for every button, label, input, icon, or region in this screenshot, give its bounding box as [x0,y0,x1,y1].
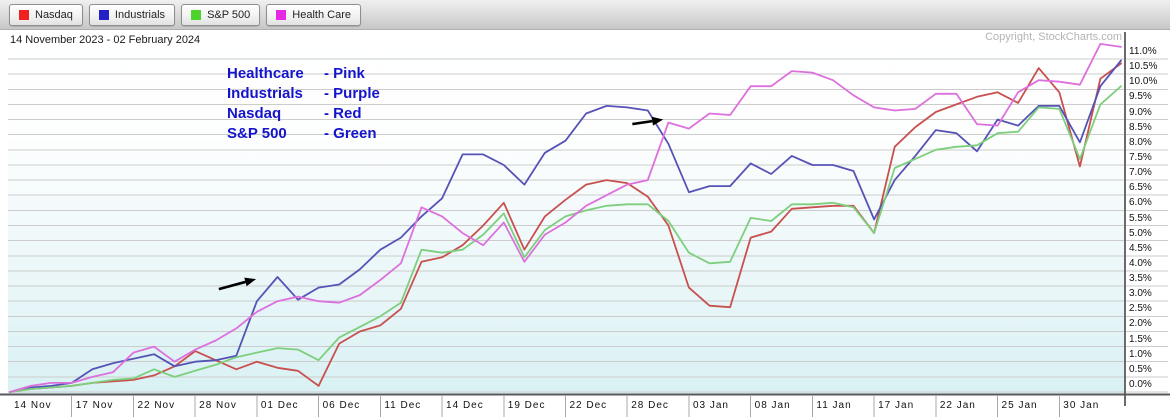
x-axis-tick-label: 22 Jan [939,400,976,411]
annotation-legend-text: Healthcare - Pink Industrials - Purple Nasda… [227,64,380,144]
x-axis-tick-label: 14 Nov [14,400,52,411]
y-axis-tick-label: 8.5% [1129,121,1152,133]
legend-toolbar: Nasdaq Industrials S&P 500 Health Care [0,0,1170,30]
series-line-industrials [9,59,1122,393]
x-axis-tick-label: 03 Jan [692,400,729,411]
annotation-series-color: - Red [324,105,362,122]
annotation-series-name: S&P 500 [227,125,287,142]
annotation-series-color: - Green [324,125,377,142]
legend-button-label: Health Care [292,8,351,21]
y-axis-tick-label: 8.0% [1129,136,1152,148]
annotation-line: Industrials - Purple [227,84,380,104]
x-axis-tick-label: 11 Jan [816,400,852,411]
annotation-arrowhead [244,277,257,287]
legend-button-label: Nasdaq [35,8,73,21]
x-axis-tick-label: 14 Dec [446,400,484,411]
annotation-series-name: Healthcare [227,65,304,82]
y-axis-tick-label: 3.0% [1129,288,1152,300]
y-axis-tick-label: 4.0% [1129,257,1152,269]
annotation-arrow [632,119,653,126]
y-axis-tick-label: 11.0% [1129,46,1157,57]
y-axis-tick-label: 2.5% [1129,303,1152,315]
annotation-series-color: - Purple [324,85,380,102]
x-axis-tick-label: 22 Nov [137,400,176,411]
x-axis-tick-label: 19 Dec [507,400,546,411]
series-line-nasdaq [9,62,1122,393]
x-axis-tick-label: 30 Jan [1063,400,1100,411]
x-axis-tick-label: 25 Jan [1001,400,1038,411]
y-axis-tick-label: 9.0% [1129,106,1152,118]
legend-swatch [191,9,202,20]
legend-button-nasdaq[interactable]: Nasdaq [9,3,83,26]
plot-area [8,30,1125,394]
y-axis-tick-label: 1.5% [1129,333,1152,345]
annotation-series-name: Industrials [227,85,303,102]
copyright-label: Copyright, StockCharts.com [985,31,1122,43]
y-axis-tick-label: 4.5% [1129,242,1152,254]
legend-swatch [276,9,287,20]
legend-button-label: Industrials [114,8,166,21]
y-axis-tick-label: 10.5% [1129,61,1158,73]
annotation-series-name: Nasdaq [227,105,282,122]
legend-button-health-care[interactable]: Health Care [266,3,361,26]
legend-swatch [19,9,29,20]
y-axis-tick-label: 10.0% [1129,76,1158,88]
y-axis-tick-label: 6.5% [1129,182,1152,194]
legend-button-label: S&P 500 [207,8,251,21]
y-axis-tick-label: 5.5% [1129,212,1152,224]
y-axis-tick-label: 0.5% [1129,363,1152,375]
y-axis-tick-label: 2.0% [1129,318,1152,330]
annotation-line: S&P 500 - Green [227,124,380,144]
series-line-health-care [9,43,1122,393]
y-axis-tick-label: 3.5% [1129,273,1152,285]
x-axis-tick-label: 17 Jan [878,400,915,411]
x-axis-tick-label: 06 Dec [322,400,361,411]
x-axis-tick-label: 11 Dec [384,400,422,411]
legend-button-industrials[interactable]: Industrials [88,3,176,26]
annotation-line: Healthcare - Pink [227,64,380,84]
series-line-s-p-500 [9,85,1122,393]
y-axis-tick-label: 6.0% [1129,197,1152,209]
x-axis-tick-label: 08 Jan [754,400,791,411]
annotation-arrow [218,280,246,291]
legend-swatch [98,9,109,20]
x-axis-tick-label: 22 Dec [569,400,608,411]
y-axis-tick-label: 5.0% [1129,227,1152,239]
annotation-arrowhead [651,116,664,126]
x-axis-tick-label: 28 Dec [631,400,669,411]
y-axis-tick-label: 7.0% [1129,167,1152,179]
date-range-label: 14 November 2023 - 02 February 2024 [10,34,201,46]
annotation-line: Nasdaq - Red [227,104,380,124]
annotation-series-color: - Pink [324,65,365,82]
legend-button-s-p-500[interactable]: S&P 500 [181,3,261,26]
y-axis-tick-label: 7.5% [1129,151,1152,163]
y-axis-tick-label: 9.5% [1129,91,1152,103]
x-axis-tick-label: 01 Dec [260,400,299,411]
x-axis-tick-label: 28 Nov [199,400,237,411]
y-axis-tick-label: 1.0% [1129,348,1152,360]
x-axis-tick-label: 17 Nov [75,400,114,411]
y-axis-tick-label: 0.0% [1129,379,1152,390]
